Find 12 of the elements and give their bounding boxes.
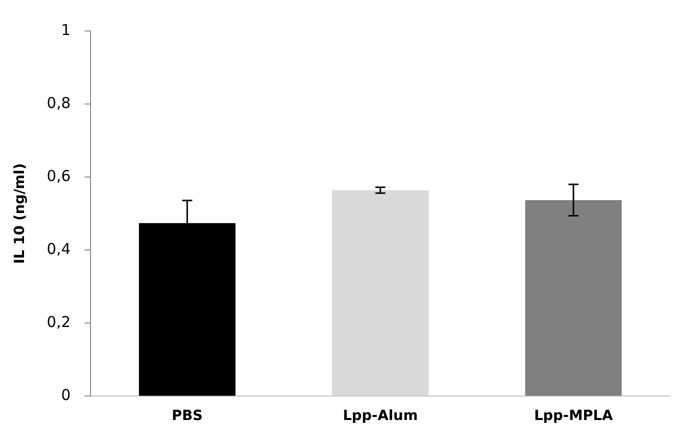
bar (525, 200, 622, 396)
y-tick-label: 0,2 (46, 313, 71, 332)
y-tick-label: 1 (61, 20, 71, 39)
y-tick-label: 0,4 (46, 240, 71, 258)
x-tick-label: Lpp-Alum (342, 408, 418, 424)
x-tick-label: PBS (172, 408, 203, 424)
x-tick-label: Lpp-MPLA (534, 408, 613, 424)
bar (332, 190, 429, 396)
y-tick-label: 0,6 (46, 166, 71, 185)
y-axis-title: IL 10 (ng/ml) (12, 163, 28, 264)
y-tick-label: 0,8 (46, 94, 71, 112)
y-tick-label: 0 (61, 386, 71, 404)
